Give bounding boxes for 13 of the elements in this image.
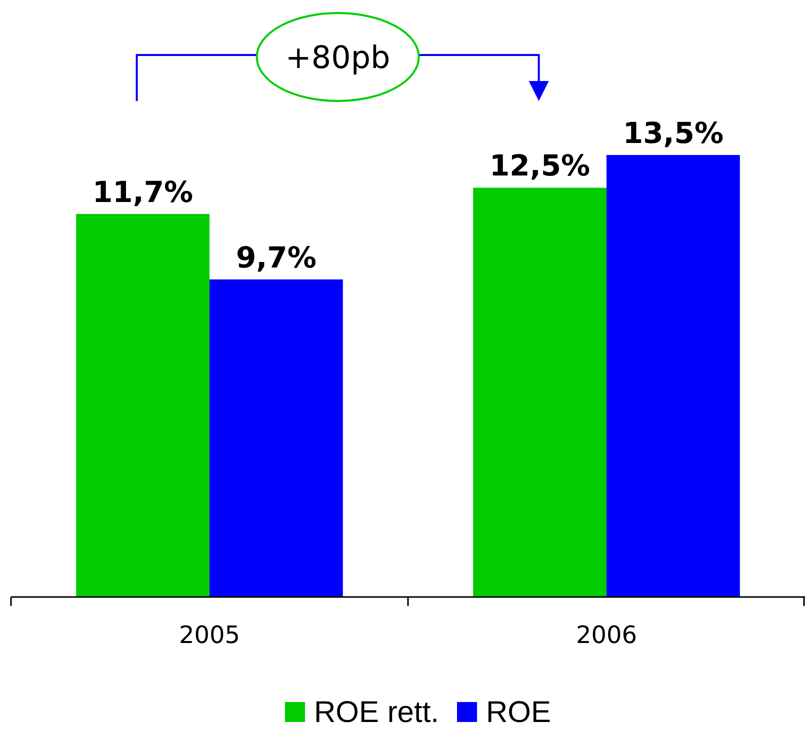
data-label: 13,5% bbox=[622, 116, 724, 150]
legend-label: ROE rett. bbox=[314, 696, 440, 729]
data-label: 9,7% bbox=[236, 240, 316, 274]
x-tick-label: 2005 bbox=[178, 621, 240, 649]
data-label: 12,5% bbox=[490, 148, 590, 183]
legend-label: ROE bbox=[486, 696, 552, 729]
bar bbox=[76, 214, 210, 597]
x-tick-label: 2006 bbox=[576, 621, 638, 649]
bar bbox=[606, 155, 740, 597]
bar bbox=[210, 279, 343, 597]
bar bbox=[473, 188, 606, 597]
text: +80pb bbox=[285, 40, 390, 76]
data-label: 11,7% bbox=[92, 174, 194, 209]
